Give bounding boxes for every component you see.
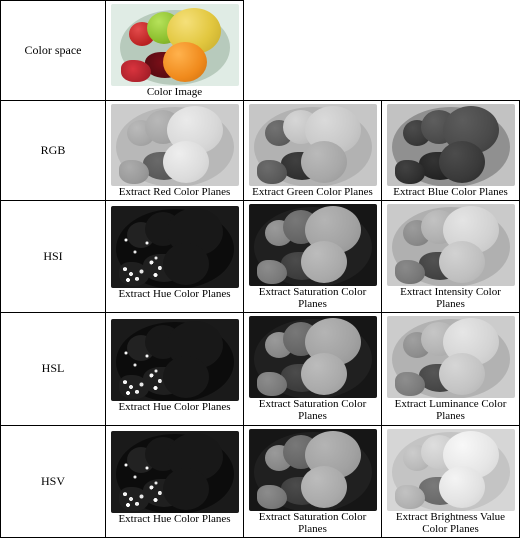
caption-hsl-lum: Extract Luminance Color Planes (386, 398, 515, 424)
row-label-hsv: HSV (1, 425, 106, 537)
cell-hsi-hue: Extract Hue Color Planes (106, 201, 244, 313)
cell-hsv-sat: Extract Saturation Color Planes (244, 425, 382, 537)
caption-hsi-sat: Extract Saturation Color Planes (248, 286, 377, 312)
row-label-hsi: HSI (1, 201, 106, 313)
cell-rgb-red: Extract Red Color Planes (106, 101, 244, 201)
caption-rgb-red: Extract Red Color Planes (110, 186, 239, 200)
hsl-sat-thumb (249, 316, 377, 398)
caption-hsi-hue: Extract Hue Color Planes (110, 288, 239, 312)
caption-hsv-hue: Extract Hue Color Planes (110, 513, 239, 537)
hsi-hue-thumb (111, 206, 239, 288)
row-label-hsl: HSL (1, 313, 106, 425)
row-hsi: HSI Extract Hue Color Planes Extract Sat… (1, 201, 520, 313)
caption-hsv-sat: Extract Saturation Color Planes (248, 511, 377, 537)
hsv-sat-thumb (249, 429, 377, 511)
rgb-blue-thumb (387, 104, 515, 186)
cell-hsl-sat: Extract Saturation Color Planes (244, 313, 382, 425)
row-label-rgb: RGB (1, 101, 106, 201)
row-hsv: HSV Extract Hue Color Planes Extract Sat… (1, 425, 520, 537)
cell-hsi-sat: Extract Saturation Color Planes (244, 201, 382, 313)
cell-hsv-val: Extract Brightness Value Color Planes (382, 425, 520, 537)
hsv-hue-thumb (111, 431, 239, 513)
caption-rgb-green: Extract Green Color Planes (248, 186, 377, 200)
rgb-red-thumb (111, 104, 239, 186)
cell-rgb-blue: Extract Blue Color Planes (382, 101, 520, 201)
caption-color-image: Color Image (110, 86, 239, 100)
caption-hsl-sat: Extract Saturation Color Planes (248, 398, 377, 424)
cell-rgb-green: Extract Green Color Planes (244, 101, 382, 201)
hsl-lum-thumb (387, 316, 515, 398)
hsi-int-thumb (387, 204, 515, 286)
cell-hsl-hue: Extract Hue Color Planes (106, 313, 244, 425)
row-colorspace: Color space Color Image (1, 1, 520, 101)
cell-hsi-int: Extract Intensity Color Planes (382, 201, 520, 313)
caption-hsv-val: Extract Brightness Value Color Planes (386, 511, 515, 537)
row-label-colorspace: Color space (1, 1, 106, 101)
cell-hsv-hue: Extract Hue Color Planes (106, 425, 244, 537)
colorspace-table: Color space Color Image RGB (0, 0, 520, 538)
empty-cell (382, 1, 520, 101)
hsv-val-thumb (387, 429, 515, 511)
color-image-thumb (111, 4, 239, 86)
cell-hsl-lum: Extract Luminance Color Planes (382, 313, 520, 425)
caption-hsl-hue: Extract Hue Color Planes (110, 401, 239, 425)
empty-cell (244, 1, 382, 101)
rgb-green-thumb (249, 104, 377, 186)
cell-color-image: Color Image (106, 1, 244, 101)
caption-rgb-blue: Extract Blue Color Planes (386, 186, 515, 200)
row-hsl: HSL Extract Hue Color Planes Extract Sat… (1, 313, 520, 425)
caption-hsi-int: Extract Intensity Color Planes (386, 286, 515, 312)
row-rgb: RGB Extract Red Color Planes Extract Gre… (1, 101, 520, 201)
hsl-hue-thumb (111, 319, 239, 401)
hsi-sat-thumb (249, 204, 377, 286)
